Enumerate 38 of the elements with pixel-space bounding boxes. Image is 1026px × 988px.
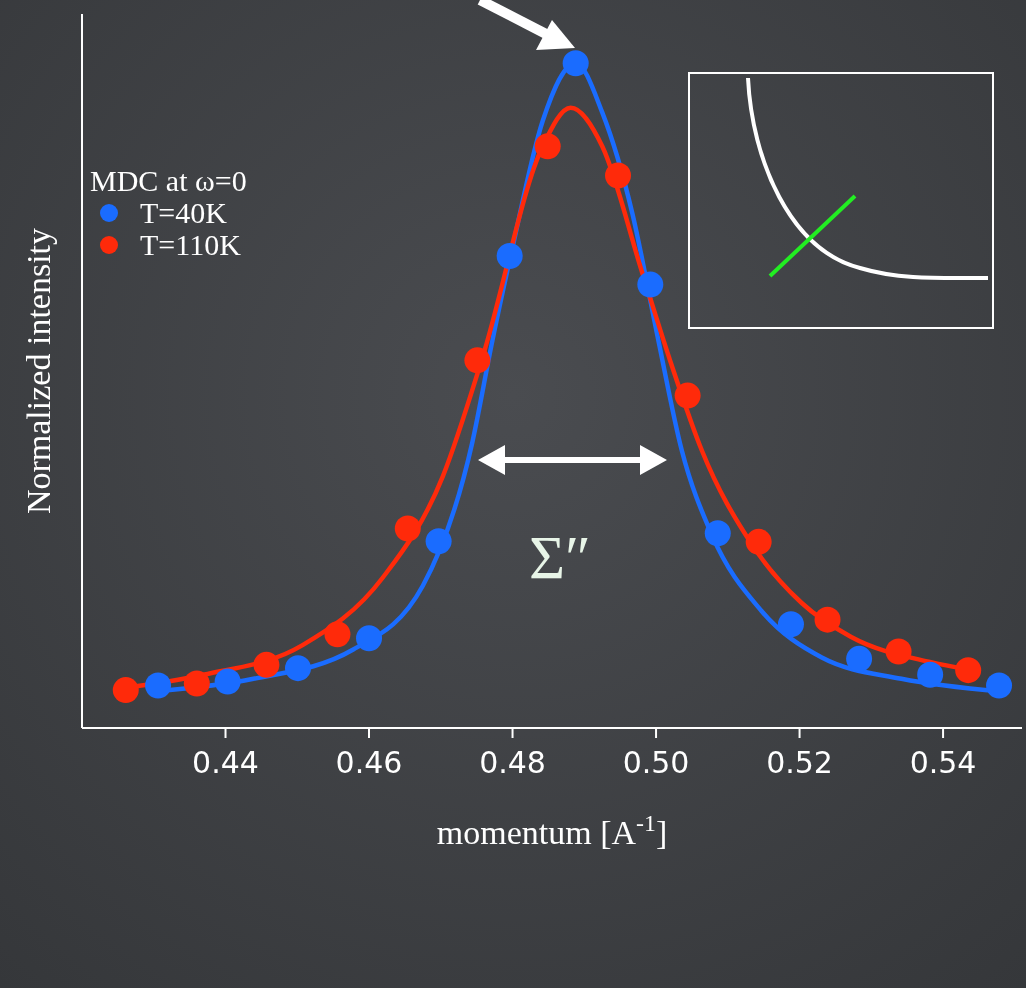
point [284, 655, 311, 682]
point [745, 528, 772, 555]
point [562, 50, 589, 77]
x-tick-label: 0.54 [909, 745, 977, 781]
x-tick-label: 0.46 [335, 745, 403, 781]
legend-title: MDC at ω=0 [90, 164, 247, 197]
x-tick-label: 0.44 [192, 745, 259, 781]
legend-label: T=110K [140, 228, 241, 261]
point [955, 657, 982, 684]
point [214, 668, 241, 695]
point [605, 162, 632, 189]
point [183, 670, 210, 697]
point [464, 347, 491, 374]
point [253, 651, 280, 678]
point [112, 677, 139, 704]
point [637, 271, 664, 298]
point [356, 625, 383, 652]
x-axis-title: momentum [A$^{-1}$] [436, 810, 668, 851]
point [777, 611, 804, 638]
x-tick-label: 0.48 [479, 745, 546, 781]
point [814, 606, 841, 633]
point [534, 133, 561, 160]
point [145, 672, 172, 699]
x-tick-label: 0.50 [622, 745, 690, 781]
legend-label: T=40K [140, 196, 227, 229]
x-tick-label: 0.52 [766, 745, 833, 781]
point [846, 645, 873, 672]
point [885, 638, 912, 665]
point [917, 661, 944, 688]
point [425, 528, 452, 555]
point [704, 520, 731, 547]
point [674, 382, 701, 409]
annotation: Σ″ [529, 523, 591, 591]
point [986, 672, 1013, 699]
y-axis-title: Normalized intensity [19, 227, 57, 515]
point [394, 515, 421, 542]
point [496, 242, 523, 269]
point [324, 621, 351, 648]
